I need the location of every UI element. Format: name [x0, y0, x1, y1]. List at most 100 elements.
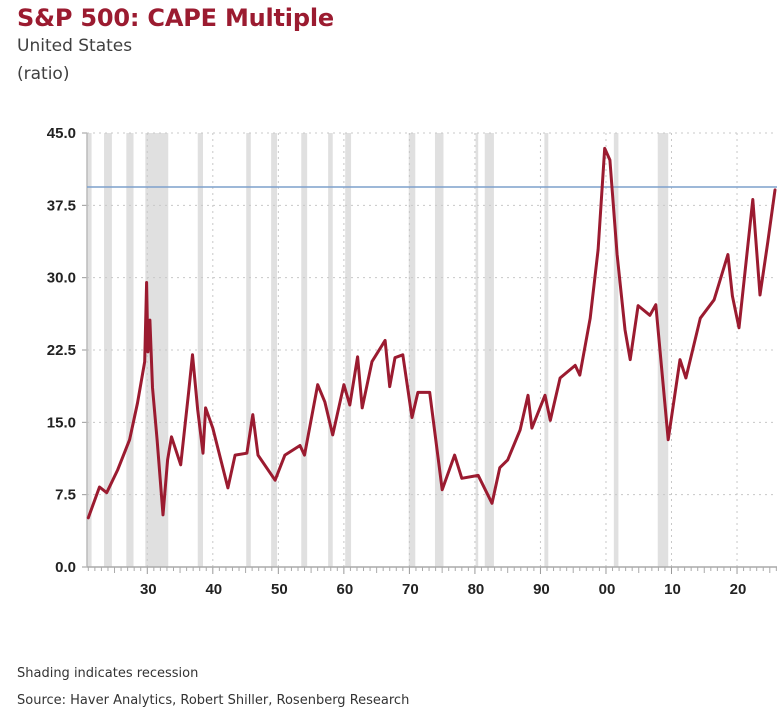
recession-band: [87, 133, 92, 567]
cape-data-point: [574, 364, 576, 367]
cape-data-point: [685, 377, 687, 379]
cape-data-point: [128, 438, 131, 441]
cape-data-point: [170, 436, 173, 438]
recession-band: [345, 133, 352, 567]
x-tick-label: 50: [271, 581, 288, 598]
cape-data-point: [637, 304, 639, 307]
cape-data-point: [649, 314, 651, 317]
axes: [82, 132, 777, 574]
cape-data-point: [116, 468, 119, 471]
cape-data-point: [105, 491, 108, 494]
cape-data-point: [212, 427, 214, 429]
cape-data-point: [549, 419, 552, 422]
cape-data-point: [162, 514, 164, 516]
x-tick-label: 10: [664, 581, 681, 598]
cape-data-point: [234, 454, 236, 456]
cape-data-point: [727, 253, 729, 256]
x-tick-label: 40: [205, 581, 222, 598]
recession-band: [434, 133, 444, 567]
x-tick-label: 70: [402, 581, 419, 598]
cape-data-point: [257, 454, 259, 456]
x-tick-label: 90: [533, 581, 550, 598]
series-layer: [86, 146, 777, 520]
cape-data-point: [531, 427, 533, 429]
recession-band: [197, 133, 203, 567]
cape-data-point: [774, 189, 776, 191]
y-tick-label: 0.0: [55, 559, 76, 576]
cape-data-point: [179, 463, 182, 466]
y-tick-label: 7.5: [55, 487, 76, 504]
cape-data-point: [156, 438, 158, 441]
cape-data-point: [417, 391, 419, 394]
x-tick-label: 00: [599, 581, 616, 598]
cape-data-point: [299, 444, 301, 447]
cape-data-point: [187, 391, 190, 394]
y-tick-label: 22.5: [47, 342, 76, 359]
cape-data-point: [519, 429, 521, 431]
source-note: Source: Haver Analytics, Robert Shiller,…: [17, 693, 410, 708]
cape-data-point: [143, 360, 146, 363]
cape-data-point: [147, 351, 149, 353]
cape-data-point: [527, 394, 529, 397]
cape-data-point: [246, 452, 248, 454]
cape-data-point: [499, 466, 501, 469]
cape-data-point: [453, 454, 456, 456]
cape-data-point: [428, 391, 431, 394]
cape-data-point: [348, 404, 351, 406]
x-tick-label: 20: [730, 581, 747, 598]
cape-data-point: [166, 459, 169, 461]
y-tick-label: 45.0: [47, 125, 76, 142]
cape-data-point: [411, 416, 413, 419]
gridlines: [87, 132, 777, 567]
cape-data-point: [679, 358, 681, 361]
cape-data-point: [151, 386, 154, 389]
cape-data-point: [559, 377, 561, 379]
cape-data-point: [699, 317, 702, 319]
cape-data-point: [191, 354, 194, 356]
recession-note: Shading indicates recession: [17, 666, 199, 681]
cape-data-point: [713, 299, 715, 301]
recession-band: [145, 133, 169, 567]
cape-data-point: [461, 477, 463, 480]
cape-data-point: [251, 413, 254, 416]
cape-data-point: [667, 438, 670, 441]
tick-labels: 0.0 7.5 15.0 22.5 30.0 37.5 45.0 30 40 50 60 70 80 90…: [47, 125, 747, 598]
cape-data-point: [361, 407, 364, 409]
cape-data-point: [506, 459, 509, 461]
cape-data-point: [477, 474, 479, 477]
cape-data-point: [597, 248, 599, 251]
cape-data-point: [578, 374, 581, 376]
recession-band: [328, 133, 333, 567]
x-tick-label: 60: [337, 581, 354, 598]
cape-data-point: [491, 502, 493, 505]
cape-data-point: [331, 434, 334, 436]
cape-data-point: [394, 356, 396, 359]
cape-data-point: [316, 383, 319, 386]
cape-data-point: [759, 294, 761, 296]
recession-band: [104, 133, 112, 567]
cape-data-point: [274, 479, 276, 482]
y-tick-label: 30.0: [47, 270, 76, 287]
cape-data-point: [629, 358, 632, 361]
cape-data-point: [136, 402, 139, 404]
cape-data-point: [767, 241, 769, 243]
cape-data-point: [654, 303, 657, 306]
cape-data-point: [204, 407, 207, 409]
cape-data-point: [589, 317, 592, 319]
cape-data-point: [356, 355, 359, 358]
cape-data-point: [609, 159, 611, 161]
cape-data-point: [388, 385, 391, 388]
chart-title: S&P 500: CAPE Multiple: [17, 4, 334, 32]
cape-data-point: [544, 394, 546, 397]
cape-data-point: [149, 319, 151, 321]
cape-data-point: [324, 401, 326, 403]
chart-units: (ratio): [17, 64, 70, 84]
x-tick-label: 80: [468, 581, 485, 598]
cape-data-point: [284, 454, 286, 456]
cape-data-point: [751, 198, 754, 201]
cape-data-point: [98, 486, 101, 488]
chart-subtitle: United States: [17, 36, 133, 56]
cape-data-point: [303, 454, 306, 456]
recession-band: [246, 133, 251, 567]
cape-series-line: [86, 146, 777, 520]
